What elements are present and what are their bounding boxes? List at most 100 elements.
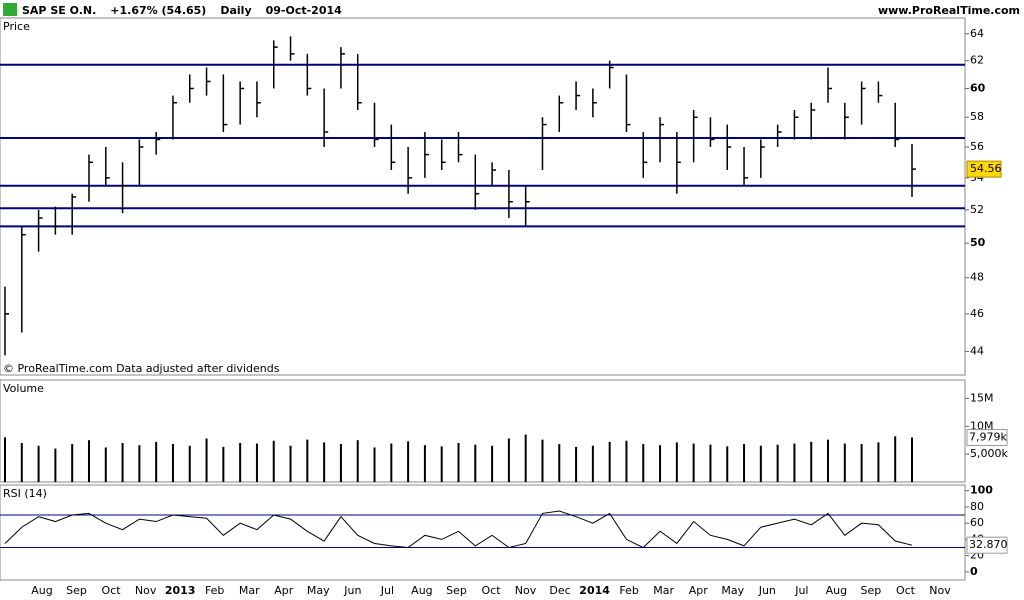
volume-panel: [0, 379, 966, 483]
volume-bar: [255, 443, 258, 482]
volume-bar: [541, 439, 544, 482]
x-tick-label: Jul: [380, 584, 394, 597]
volume-bar: [642, 444, 645, 482]
volume-bar: [743, 444, 746, 482]
last-rsi-label: 32.870: [969, 538, 1008, 551]
volume-bar: [423, 445, 426, 482]
volume-bar: [440, 446, 443, 482]
volume-bar: [491, 445, 494, 482]
volume-bar: [20, 442, 23, 482]
volume-bar: [272, 440, 275, 482]
y-tick-label: 48: [970, 271, 984, 284]
last-volume-label: 7,979k: [969, 431, 1007, 444]
chart-icon: [3, 3, 17, 16]
volume-bar: [709, 444, 712, 482]
x-tick-label: Dec: [549, 584, 570, 597]
x-tick-label: Sep: [861, 584, 882, 597]
y-tick-label: 10M: [970, 419, 994, 432]
volume-bar: [675, 442, 678, 482]
volume-bar: [390, 443, 393, 482]
rsi-line: [4, 510, 913, 549]
volume-bar: [138, 445, 141, 482]
volume-bar: [507, 438, 510, 482]
volume-bar: [4, 437, 6, 482]
x-tick-label: Nov: [515, 584, 537, 597]
x-tick-label: Apr: [689, 584, 709, 597]
x-tick-label: Sep: [446, 584, 467, 597]
x-tick-label: Jun: [758, 584, 776, 597]
y-tick-label: 56: [970, 140, 984, 153]
y-tick-label: 64: [970, 27, 984, 40]
volume-bar: [373, 447, 376, 482]
volume-bar: [54, 448, 57, 482]
volume-bar: [171, 444, 174, 482]
volume-bar: [205, 438, 208, 482]
volume-bar: [911, 437, 913, 482]
x-tick-label: Nov: [929, 584, 951, 597]
x-tick-label: Mar: [653, 584, 674, 597]
volume-bar: [827, 439, 830, 482]
y-tick-label: 80: [970, 500, 984, 513]
x-tick-label: Oct: [896, 584, 916, 597]
panel-title: Price: [3, 20, 30, 33]
y-tick-label: 58: [970, 110, 984, 123]
volume-bar: [356, 440, 359, 482]
x-tick-label: Feb: [205, 584, 224, 597]
last-rsi-box: [966, 536, 1008, 554]
volume-bar: [239, 442, 242, 482]
volume-bar: [71, 444, 74, 482]
volume-bar: [558, 444, 561, 482]
volume-bar: [894, 436, 897, 482]
volume-bar: [843, 443, 846, 482]
price-panel: [0, 17, 966, 376]
x-tick-label: Oct: [481, 584, 501, 597]
volume-bar: [188, 445, 191, 482]
x-tick-label: May: [721, 584, 744, 597]
volume-bar: [457, 442, 460, 482]
volume-bar: [776, 444, 779, 482]
volume-bar: [759, 445, 762, 482]
volume-bar: [810, 441, 813, 482]
x-tick-label: Jun: [343, 584, 361, 597]
last-price-box: [966, 160, 1002, 178]
volume-bar: [222, 446, 225, 482]
header-title: SAP SE O.N. +1.67% (54.65) Daily 09-Oct-201…: [22, 4, 342, 17]
volume-bar: [155, 441, 158, 482]
volume-bar: [104, 447, 107, 482]
x-tick-label: Mar: [239, 584, 260, 597]
volume-bar: [121, 442, 124, 482]
y-tick-label: 50: [970, 236, 986, 249]
volume-bar: [37, 445, 40, 482]
volume-bar: [860, 444, 863, 482]
x-tick-label: Feb: [619, 584, 638, 597]
header-part: +1.67% (54.65): [110, 4, 206, 17]
y-tick-label: 52: [970, 203, 984, 216]
volume-bar: [591, 445, 594, 482]
x-tick-label: Aug: [826, 584, 847, 597]
volume-bar: [659, 445, 662, 482]
volume-bar: [793, 443, 796, 482]
volume-bar: [877, 442, 880, 482]
y-tick-label: 44: [970, 345, 984, 358]
volume-bar: [625, 440, 628, 482]
rsi-panel: [0, 484, 966, 581]
y-tick-label: 60: [970, 516, 984, 529]
x-tick-label: 2014: [579, 584, 610, 597]
x-tick-label: May: [307, 584, 330, 597]
volume-bar: [339, 444, 342, 482]
x-tick-label: Nov: [135, 584, 157, 597]
volume-bar: [524, 434, 527, 482]
y-tick-label: 5,000k: [970, 447, 1008, 460]
y-tick-label: 0: [970, 565, 978, 578]
y-tick-label: 62: [970, 54, 984, 67]
last-price-label: 54.56: [970, 162, 1002, 175]
header-part: Daily: [220, 4, 251, 17]
panel-title: Volume: [3, 382, 44, 395]
volume-bar: [474, 444, 477, 482]
volume-bar: [407, 441, 410, 482]
volume-bar: [608, 441, 611, 482]
volume-bar: [726, 446, 729, 482]
header-part: 09-Oct-2014: [266, 4, 343, 17]
